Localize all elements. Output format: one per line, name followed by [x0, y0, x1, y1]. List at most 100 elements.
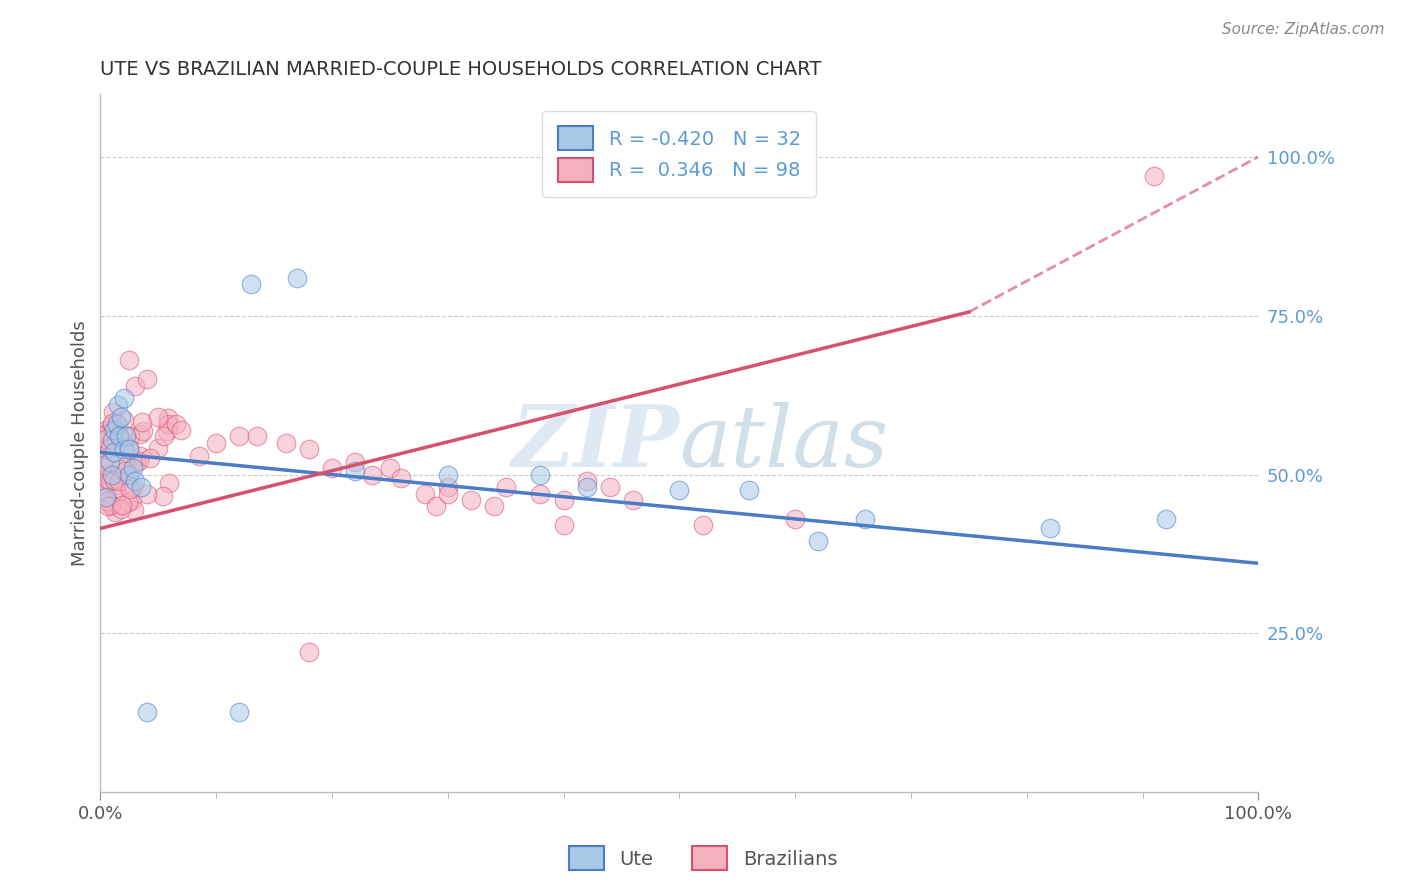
Point: [807, 534, 830, 549]
Point: [165, 417, 187, 431]
Point: [114, 464, 136, 478]
Point: [274, 435, 297, 450]
Point: [97, 499, 120, 513]
Point: [101, 433, 124, 447]
Text: Source: ZipAtlas.com: Source: ZipAtlas.com: [1222, 22, 1385, 37]
Y-axis label: Married-couple Households: Married-couple Households: [72, 320, 89, 566]
Point: [413, 486, 436, 500]
Point: [111, 498, 134, 512]
Point: [129, 480, 152, 494]
Point: [100, 416, 122, 430]
Point: [100, 469, 122, 483]
Point: [93, 491, 115, 506]
Point: [129, 427, 152, 442]
Point: [128, 454, 150, 468]
Point: [94, 442, 117, 457]
Point: [94, 432, 117, 446]
Point: [112, 413, 135, 427]
Point: [228, 706, 250, 720]
Point: [157, 476, 180, 491]
Point: [139, 450, 162, 465]
Legend: Ute, Brazilians: Ute, Brazilians: [561, 838, 845, 878]
Point: [482, 500, 505, 514]
Point: [553, 518, 575, 533]
Point: [118, 353, 141, 368]
Point: [125, 455, 148, 469]
Point: [96, 472, 118, 486]
Point: [98, 474, 121, 488]
Point: [122, 480, 145, 494]
Point: [668, 483, 690, 498]
Point: [112, 442, 135, 457]
Point: [121, 493, 143, 508]
Point: [110, 410, 132, 425]
Point: [246, 429, 269, 443]
Point: [495, 480, 517, 494]
Point: [103, 423, 125, 437]
Point: [105, 485, 128, 500]
Point: [97, 466, 120, 480]
Point: [1039, 521, 1062, 535]
Point: [187, 449, 209, 463]
Point: [94, 423, 117, 437]
Point: [112, 392, 135, 406]
Point: [738, 483, 761, 498]
Point: [436, 486, 458, 500]
Point: [692, 518, 714, 533]
Point: [100, 498, 122, 512]
Point: [118, 429, 141, 443]
Point: [228, 429, 250, 443]
Point: [285, 271, 308, 285]
Text: atlas: atlas: [679, 401, 889, 484]
Point: [118, 467, 141, 482]
Text: ZIP: ZIP: [512, 401, 679, 484]
Point: [118, 442, 141, 457]
Point: [298, 442, 321, 457]
Point: [93, 458, 115, 472]
Point: [378, 461, 401, 475]
Point: [121, 461, 143, 475]
Point: [104, 505, 127, 519]
Point: [152, 489, 174, 503]
Point: [122, 503, 145, 517]
Point: [98, 455, 121, 469]
Point: [111, 434, 134, 448]
Point: [103, 473, 125, 487]
Point: [96, 493, 118, 508]
Point: [100, 498, 122, 512]
Text: UTE VS BRAZILIAN MARRIED-COUPLE HOUSEHOLDS CORRELATION CHART: UTE VS BRAZILIAN MARRIED-COUPLE HOUSEHOL…: [100, 60, 821, 78]
Point: [94, 490, 117, 504]
Point: [96, 427, 118, 442]
Point: [344, 464, 367, 478]
Point: [107, 474, 129, 488]
Point: [107, 398, 129, 412]
Point: [114, 452, 136, 467]
Point: [785, 512, 807, 526]
Point: [853, 512, 876, 526]
Point: [98, 469, 121, 483]
Point: [118, 441, 141, 455]
Point: [156, 417, 179, 432]
Point: [135, 486, 157, 500]
Point: [91, 427, 114, 442]
Point: [94, 434, 117, 448]
Point: [460, 492, 482, 507]
Point: [436, 467, 458, 482]
Point: [529, 467, 551, 482]
Point: [170, 423, 193, 437]
Point: [110, 502, 132, 516]
Point: [124, 378, 146, 392]
Point: [148, 442, 170, 456]
Point: [101, 417, 124, 432]
Point: [114, 429, 136, 443]
Point: [1143, 169, 1166, 184]
Point: [1154, 512, 1177, 526]
Point: [131, 415, 153, 429]
Point: [124, 474, 146, 488]
Point: [108, 429, 131, 443]
Point: [100, 441, 122, 455]
Point: [425, 500, 447, 514]
Point: [108, 428, 131, 442]
Point: [391, 471, 413, 485]
Point: [105, 417, 128, 431]
